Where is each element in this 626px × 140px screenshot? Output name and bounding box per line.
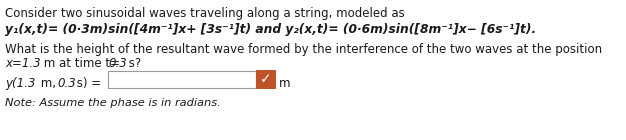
Text: s) =: s) = [73,77,101,90]
Text: m,: m, [37,77,59,90]
Text: m: m [279,77,290,90]
Text: Consider two sinusoidal waves traveling along a string, modeled as: Consider two sinusoidal waves traveling … [5,7,405,20]
Text: y₁(x,t)= (0·3m)sin([4m⁻¹]x+ [3s⁻¹]t) and y₂(x,t)= (0·6m)sin([8m⁻¹]x− [6s⁻¹]t).: y₁(x,t)= (0·3m)sin([4m⁻¹]x+ [3s⁻¹]t) and… [5,23,536,36]
Text: y(1.3: y(1.3 [5,77,36,90]
Text: Note: Assume the phase is in radians.: Note: Assume the phase is in radians. [5,98,221,108]
Text: ✓: ✓ [260,73,272,87]
FancyBboxPatch shape [108,71,256,88]
Text: What is the height of the resultant wave formed by the interference of the two w: What is the height of the resultant wave… [5,43,602,56]
Text: 0.3: 0.3 [57,77,76,90]
FancyBboxPatch shape [256,70,276,89]
Text: 0.3: 0.3 [108,57,126,70]
Text: x=1.3: x=1.3 [5,57,41,70]
Text: m at time t=: m at time t= [40,57,120,70]
Text: s?: s? [125,57,141,70]
